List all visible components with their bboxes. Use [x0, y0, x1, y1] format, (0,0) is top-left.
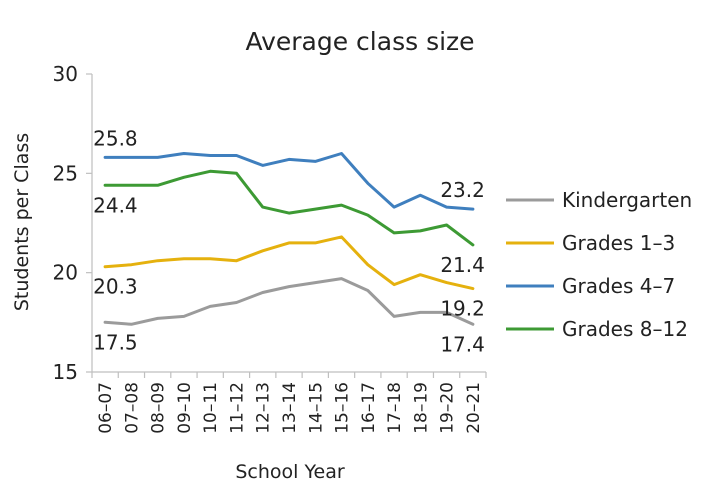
series-line-2: [103, 152, 475, 211]
x-axis-title: School Year: [235, 461, 345, 483]
legend-label: Grades 4–7: [562, 274, 675, 298]
y-axis-title: Students per Class: [11, 133, 33, 311]
x-tick-label: 06–07: [96, 382, 116, 434]
data-label: 17.5: [93, 330, 138, 354]
series-line-3: [103, 169, 475, 247]
x-tick-label: 12–13: [254, 382, 274, 434]
data-label: 24.4: [93, 193, 138, 217]
axes: [91, 74, 486, 373]
series-line-1: [103, 235, 475, 291]
data-label: 19.2: [440, 297, 485, 321]
x-tick-label: 14–15: [306, 382, 326, 434]
data-labels: 17.5 17.4 20.3 19.2 25.8 23.2 24.4 21.4: [93, 126, 485, 356]
chart-title: Average class size: [245, 27, 474, 56]
x-tick-label: 20–21: [464, 382, 484, 434]
x-tick-label: 19–20: [438, 382, 458, 434]
data-label: 21.4: [440, 253, 485, 277]
y-tick-label: 15: [53, 360, 78, 384]
y-tick-label: 30: [53, 62, 78, 86]
x-tick-label: 18–19: [411, 382, 431, 434]
data-label: 20.3: [93, 275, 138, 299]
x-axis-ticks: 06–07 07–08 08–09 09–10 10–11 11–12 12–13 13–14…: [91, 372, 487, 434]
y-tick-label: 20: [53, 261, 78, 285]
legend: Kindergarten Grades 1–3 Grades 4–7 Grades 8…: [506, 188, 692, 341]
legend-label: Kindergarten: [562, 188, 692, 212]
series-line-0: [103, 277, 475, 326]
y-tick-label: 25: [53, 161, 78, 185]
x-tick-label: 10–11: [201, 382, 221, 434]
x-tick-label: 09–10: [175, 382, 195, 434]
data-label: 23.2: [440, 178, 485, 202]
x-tick-label: 16–17: [359, 382, 379, 434]
legend-label: Grades 1–3: [562, 231, 675, 255]
x-tick-label: 07–08: [122, 382, 142, 434]
x-tick-label: 11–12: [227, 382, 247, 434]
data-label: 17.4: [440, 332, 485, 356]
y-axis-ticks: 15 20 25 30: [53, 62, 92, 384]
data-label: 25.8: [93, 126, 138, 150]
x-tick-label: 17–18: [385, 382, 405, 434]
series-lines: [103, 152, 475, 326]
x-tick-label: 08–09: [149, 382, 169, 434]
legend-label: Grades 8–12: [562, 317, 688, 341]
x-tick-label: 15–16: [333, 382, 353, 434]
x-tick-label: 13–14: [280, 382, 300, 434]
